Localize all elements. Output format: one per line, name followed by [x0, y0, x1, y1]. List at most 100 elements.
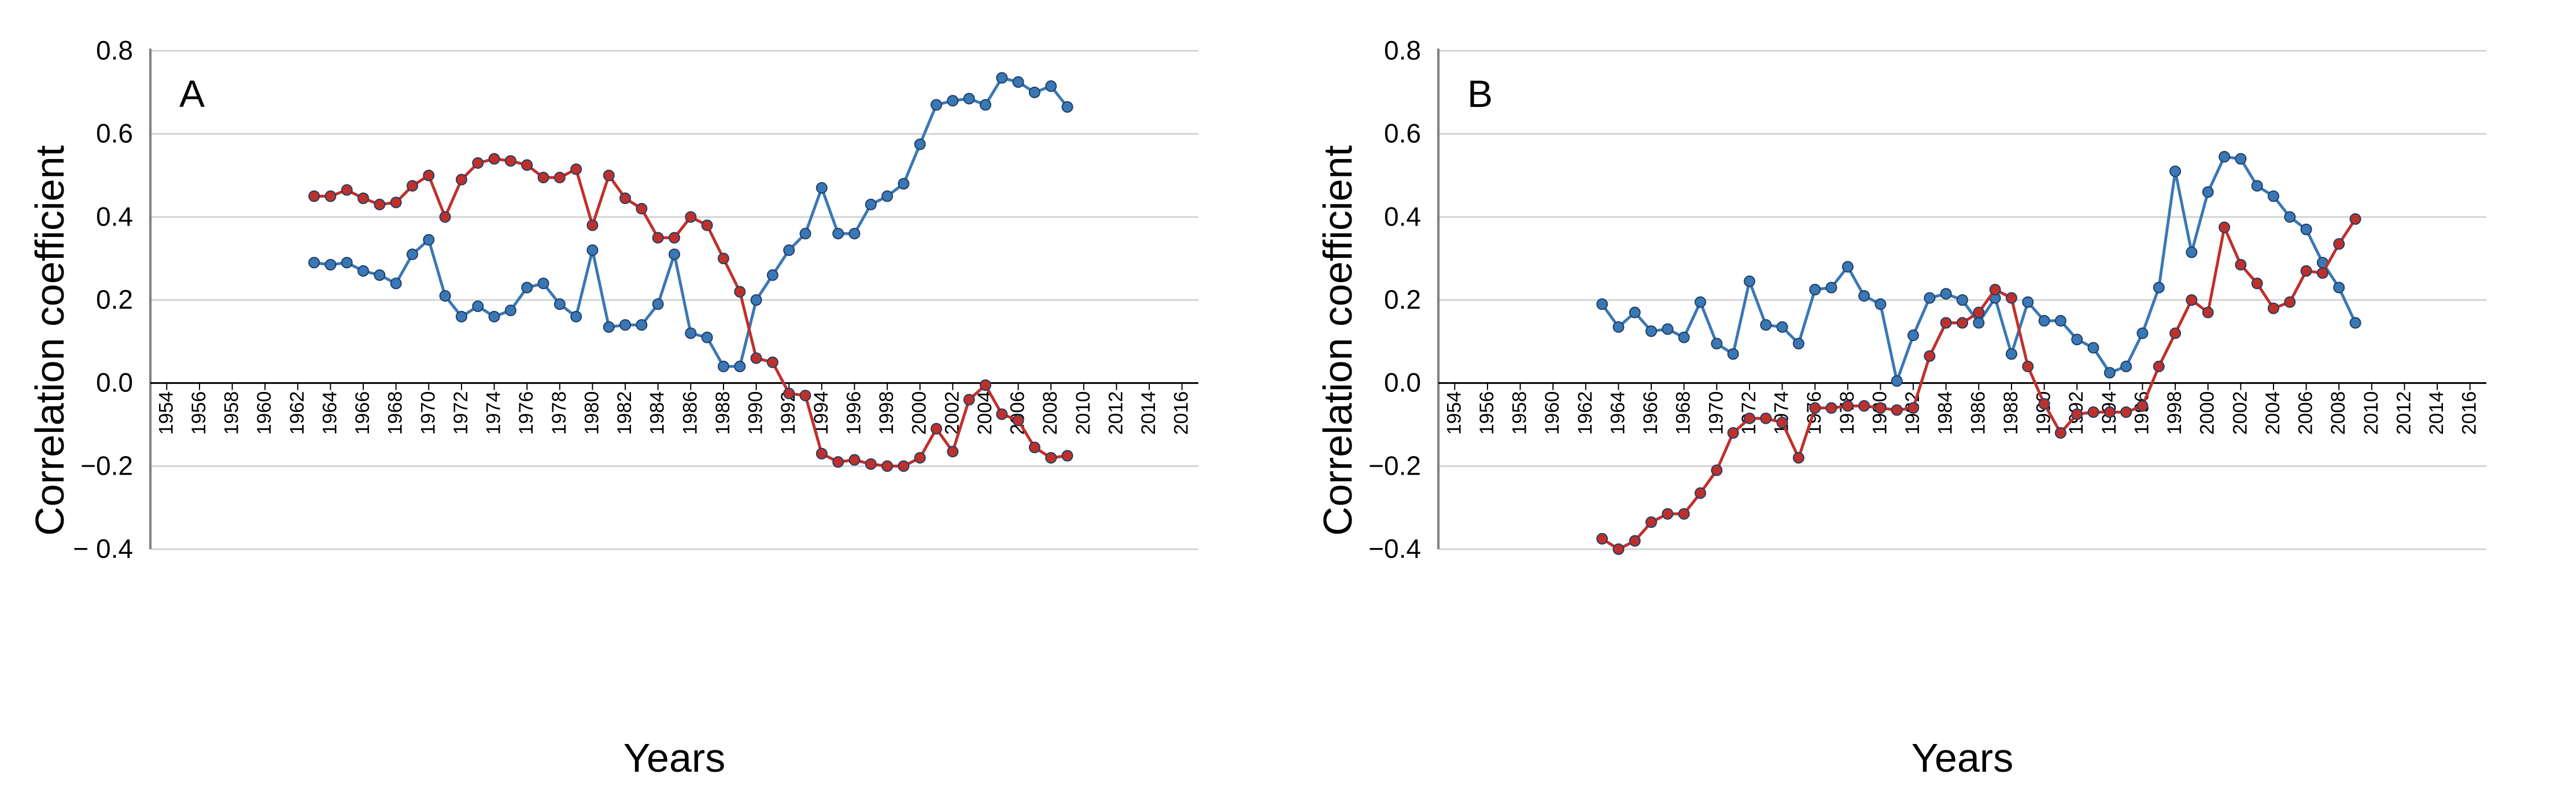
x-tick-label: 1974 — [1771, 391, 1793, 435]
data-point-red — [2202, 306, 2214, 319]
x-tick-label: 1996 — [843, 391, 865, 435]
data-point-red — [1940, 317, 1952, 329]
data-point-red — [914, 451, 926, 464]
data-point-red — [701, 219, 713, 231]
data-point-blue — [1695, 296, 1706, 308]
x-tick-label: 2014 — [2426, 391, 2448, 435]
x-tick-label: 1964 — [319, 391, 341, 435]
data-point-red — [1924, 350, 1936, 362]
x-tick-label: 1964 — [1607, 391, 1629, 435]
data-point-red — [1612, 543, 1625, 555]
data-point-blue — [2267, 190, 2279, 202]
data-point-blue — [2120, 360, 2132, 372]
data-point-blue — [2251, 180, 2263, 192]
data-point-red — [2316, 267, 2328, 279]
data-point-blue — [815, 182, 828, 194]
data-point-red — [570, 163, 582, 175]
y-tick-label: 0.0 — [96, 368, 133, 398]
data-point-blue — [521, 282, 533, 294]
data-point-blue — [1973, 317, 1985, 329]
x-tick-label: 1986 — [1967, 391, 1989, 435]
data-point-red — [2284, 296, 2296, 308]
data-point-blue — [619, 319, 632, 331]
data-point-red — [652, 232, 664, 244]
data-point-red — [1695, 487, 1706, 499]
data-point-blue — [799, 228, 811, 240]
x-tick-label: 1970 — [417, 391, 439, 435]
data-point-red — [1727, 427, 1739, 439]
data-point-blue — [2038, 314, 2050, 327]
data-point-blue — [1629, 306, 1641, 319]
data-point-red — [2120, 406, 2132, 418]
data-point-red — [1678, 508, 1690, 520]
x-tick-label: 1974 — [483, 391, 505, 435]
data-point-red — [341, 184, 353, 196]
data-point-red — [2005, 292, 2017, 304]
data-point-blue — [636, 319, 648, 331]
data-point-blue — [865, 198, 877, 210]
x-tick-label: 1986 — [679, 391, 701, 435]
data-point-red — [832, 456, 844, 468]
x-tick-label: 1962 — [286, 391, 308, 435]
data-point-red — [2038, 398, 2050, 410]
data-point-blue — [553, 298, 566, 310]
data-point-blue — [324, 258, 337, 271]
data-point-red — [619, 192, 632, 205]
data-point-red — [1012, 414, 1024, 427]
data-point-blue — [2136, 327, 2149, 339]
data-point-blue — [2005, 348, 2017, 360]
y-tick-label: 0.6 — [1384, 119, 1421, 149]
data-point-blue — [931, 99, 942, 111]
data-point-red — [2103, 406, 2116, 418]
x-tick-label: 1972 — [450, 391, 472, 435]
data-point-blue — [2300, 223, 2312, 235]
x-tick-label: 2000 — [909, 391, 931, 435]
data-point-blue — [1045, 80, 1057, 92]
data-point-blue — [423, 234, 435, 246]
x-axis-title: Years — [623, 735, 725, 780]
data-point-blue — [2219, 151, 2230, 163]
data-point-red — [1891, 404, 1903, 416]
y-tick-label: 0.8 — [96, 35, 133, 65]
x-tick-label: 1982 — [614, 391, 636, 435]
x-tick-label: 1968 — [385, 391, 407, 435]
data-point-red — [1973, 306, 1985, 319]
data-point-red — [1645, 516, 1658, 528]
data-point-red — [2153, 360, 2165, 372]
panel-label: A — [179, 72, 205, 115]
y-tick-label: 0.2 — [96, 284, 133, 314]
data-point-blue — [439, 290, 451, 302]
data-point-red — [1045, 451, 1057, 464]
data-point-red — [586, 219, 599, 231]
y-tick-label: −0.2 — [80, 450, 133, 480]
x-tick-label: 2012 — [2393, 391, 2415, 435]
x-tick-label: 2006 — [2295, 391, 2317, 435]
data-point-blue — [914, 138, 926, 150]
data-point-blue — [1760, 319, 1772, 331]
data-point-red — [881, 460, 894, 472]
data-point-blue — [1612, 321, 1625, 333]
data-point-blue — [734, 360, 746, 372]
data-point-red — [766, 356, 778, 368]
data-point-red — [407, 180, 418, 192]
data-point-blue — [586, 244, 599, 256]
x-tick-label: 2008 — [1039, 391, 1061, 435]
data-point-blue — [504, 304, 516, 316]
data-point-red — [2087, 406, 2099, 418]
x-tick-label: 2016 — [2459, 391, 2481, 435]
data-point-red — [2186, 294, 2198, 306]
data-point-blue — [537, 277, 549, 290]
data-point-red — [2267, 302, 2279, 314]
y-tick-label: −0.2 — [1368, 450, 1421, 480]
data-point-blue — [2153, 282, 2165, 294]
data-point-red — [783, 387, 795, 399]
data-point-blue — [1727, 348, 1739, 360]
data-point-blue — [472, 300, 484, 312]
data-point-red — [1809, 402, 1821, 414]
data-point-red — [439, 211, 451, 223]
data-point-red — [1743, 412, 1755, 424]
data-point-blue — [1678, 331, 1690, 343]
y-tick-label: 0.4 — [1384, 201, 1421, 231]
data-point-red — [1776, 416, 1788, 428]
data-point-red — [308, 190, 320, 202]
